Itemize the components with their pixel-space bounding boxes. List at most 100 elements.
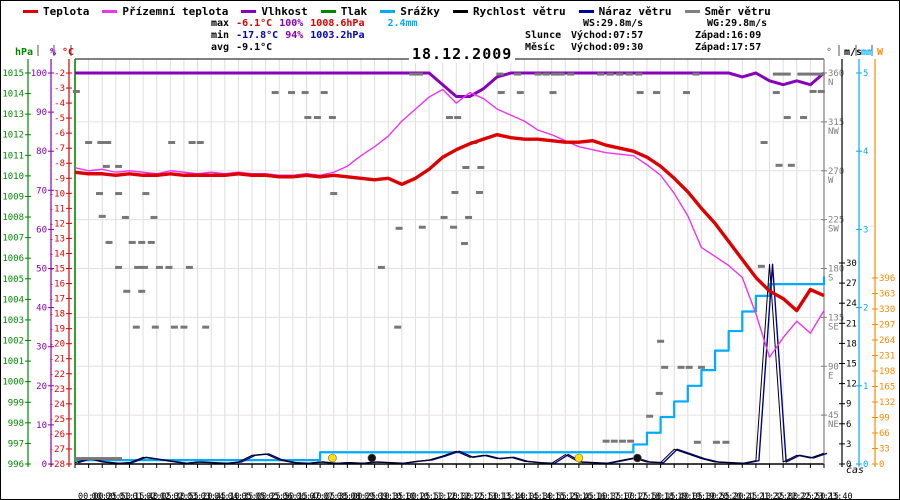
- wind-direction-point: [450, 225, 458, 229]
- direction-axis-cardinal-label: SW: [828, 225, 839, 235]
- radiation-axis-tick-label: 231: [879, 352, 895, 362]
- wind-direction-point: [440, 215, 448, 219]
- wind-direction-point: [123, 289, 131, 293]
- time-tick-label: 04:35: [228, 492, 254, 500]
- rain-axis-unit-label: mm: [861, 47, 873, 58]
- temperature-axis-tick-label: -9: [54, 174, 65, 184]
- humidity-axis-tick-label: 90: [36, 108, 47, 118]
- wind-direction-point: [108, 457, 116, 461]
- wind-direction-point: [196, 141, 204, 145]
- legend-label: Vlhkost: [261, 5, 308, 18]
- time-tick-label: 17:50: [636, 492, 662, 500]
- radiation-axis-tick-label: 297: [879, 321, 895, 331]
- radiation-axis-tick-label: 363: [879, 290, 895, 300]
- radiation-axis-tick-label: 33: [879, 445, 890, 455]
- wind-direction-point: [180, 325, 188, 329]
- pressure-axis-unit-label: hPa: [15, 47, 33, 58]
- min-temp-value: -17.8°C: [236, 30, 279, 41]
- direction-axis-cardinal-label: S: [828, 274, 833, 284]
- series-temp-line: [74, 88, 825, 358]
- wind-direction-point: [102, 164, 110, 168]
- wind-direction-point: [138, 240, 146, 244]
- humidity-axis-tick-label: 60: [36, 225, 47, 235]
- humidity-axis-tick-label: 10: [36, 421, 47, 431]
- wind-direction-point: [655, 391, 663, 395]
- wind-direction-point: [188, 141, 196, 145]
- temperature-axis-tick-label: -22: [49, 370, 65, 380]
- time-tick-label: 16:10: [582, 492, 608, 500]
- temperature-axis-tick-label: -7: [54, 144, 65, 154]
- wind-direction-point: [328, 116, 336, 120]
- legend-item-smer: Směr větru: [684, 5, 771, 18]
- time-tick-label: 10:00: [391, 492, 417, 500]
- pressure-axis-tick-label: 1004: [2, 295, 24, 305]
- pressure-axis-tick-label: 1000: [2, 378, 24, 388]
- rain-axis-tick-label: 2: [863, 304, 868, 314]
- temperature-axis-tick-label: -28: [49, 460, 65, 470]
- time-tick-label: 06:15: [282, 492, 308, 500]
- vlhkost-line-icon: [241, 10, 257, 13]
- legend-label: Tlak: [340, 5, 368, 18]
- pressure-axis-tick-label: 1014: [2, 90, 24, 100]
- time-tick-label: 08:25: [350, 492, 376, 500]
- windspeed-axis-tick-label: 9: [846, 400, 851, 410]
- direction-axis-unit-label: °: [826, 47, 832, 58]
- legend-item-prizemni: Přízemní teplota: [102, 5, 228, 18]
- wind-direction-point: [454, 116, 462, 120]
- temperature-axis-tick-label: -3: [54, 84, 65, 94]
- wind-direction-point: [496, 72, 504, 76]
- temperature-axis-tick-label: -25: [49, 415, 65, 425]
- time-tick-label: 08:00: [337, 492, 363, 500]
- wind-direction-point: [772, 72, 780, 76]
- wind-direction-point: [451, 190, 459, 194]
- time-tick-label: 18:40: [664, 492, 690, 500]
- temperature-axis-tick-label: -11: [49, 204, 65, 214]
- windspeed-axis-tick-label: 12: [846, 380, 857, 390]
- moon-label: Měsíc: [525, 42, 556, 53]
- sun-moon-info: WS:29.8m/s WG:29.8m/s Slunce Východ:07:5…: [525, 18, 767, 54]
- wind-direction-point: [165, 265, 173, 269]
- time-tick-label: 03:45: [201, 492, 227, 500]
- legend-label: Srážky: [400, 5, 440, 18]
- wind-direction-point: [138, 289, 146, 293]
- time-tick-label: 02:30: [160, 492, 186, 500]
- time-tick-label: 20:45: [732, 492, 758, 500]
- direction-axis-cardinal-label: N: [828, 78, 833, 88]
- time-axis-unit: čas: [846, 465, 865, 476]
- pressure-axis-tick-label: 1015: [2, 69, 24, 79]
- wind-direction-point: [115, 164, 123, 168]
- wind-direction-point: [635, 72, 643, 76]
- teplota-line-icon: [23, 10, 38, 13]
- time-tick-label: 06:40: [296, 492, 322, 500]
- rain-axis-tick-label: 1: [863, 382, 868, 392]
- humidity-axis-tick-label: 0: [42, 460, 47, 470]
- legend-item-rychlost: Rychlost větru: [452, 5, 566, 18]
- time-tick-label: 22:00: [773, 492, 799, 500]
- legend-label: Směr větru: [704, 5, 771, 18]
- wind-direction-point: [757, 264, 765, 268]
- wind-direction-point: [395, 226, 403, 230]
- wind-direction-point: [134, 265, 142, 269]
- wind-direction-point: [616, 72, 624, 76]
- rain-axis-tick-label: 3: [863, 225, 868, 235]
- direction-axis-tick-label: 180: [828, 265, 844, 275]
- time-tick-label: 21:35: [759, 492, 785, 500]
- time-tick-label: 10:25: [405, 492, 431, 500]
- wind-direction-point: [797, 72, 805, 76]
- wind-direction-point: [394, 325, 402, 329]
- rain-axis-tick-label: 4: [863, 147, 868, 157]
- direction-axis-cardinal-label: W: [828, 176, 834, 186]
- wind-direction-point: [150, 215, 158, 219]
- temperature-axis-tick-label: -20: [49, 340, 65, 350]
- series-ms-line: [74, 263, 825, 464]
- time-tick-label: 16:35: [595, 492, 621, 500]
- wind-direction-point: [557, 72, 565, 76]
- wind-direction-point: [132, 325, 140, 329]
- moonset-time: Západ:17:57: [695, 42, 762, 53]
- radiation-axis-tick-label: 330: [879, 305, 895, 315]
- stats-block: max -6.1°C 100% 1008.6hPa 2.4mm min -17.8°C 94…: [211, 18, 425, 54]
- temperature-axis-tick-label: -18: [49, 310, 65, 320]
- wind-direction-point: [94, 457, 102, 461]
- time-tick-label: 09:10: [364, 492, 390, 500]
- humidity-axis-tick-label: 30: [36, 343, 47, 353]
